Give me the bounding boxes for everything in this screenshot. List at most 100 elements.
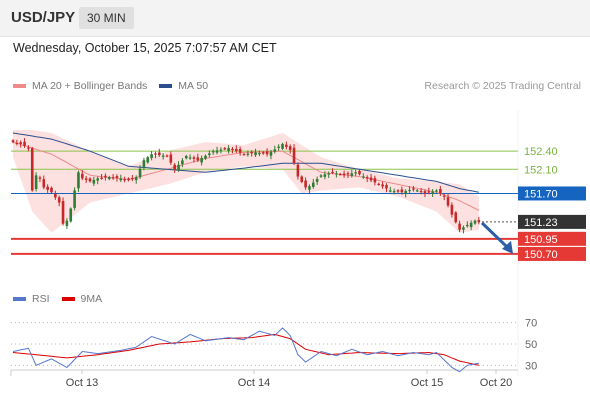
candle-body [396, 190, 400, 192]
candle-body [92, 179, 96, 184]
candle-body [150, 154, 153, 158]
candle-body [211, 151, 215, 153]
forecast-arrow-icon [480, 221, 509, 249]
legend-label-rsi: RSI [32, 293, 50, 305]
ma20-line [12, 141, 480, 211]
level-label-150.95: 150.95 [524, 234, 558, 246]
rsi-legend: RSI 9MA [13, 293, 114, 305]
level-label-150.70: 150.70 [524, 249, 558, 261]
x-tick-label: Oct 20 [480, 377, 512, 389]
rsi-ma-line [12, 333, 480, 366]
candle-body [154, 153, 157, 155]
candle-body [123, 179, 126, 181]
candle-body [346, 173, 350, 175]
ma50-line [12, 132, 480, 193]
candle-body [142, 160, 146, 168]
level-label-151.23: 151.23 [524, 217, 558, 229]
candle-body [223, 148, 227, 150]
candle-body [100, 177, 103, 179]
candle-body [462, 227, 465, 230]
candle-body [131, 178, 134, 180]
candle-body [300, 176, 304, 182]
timeframe-button[interactable]: 30 MIN [79, 7, 134, 29]
candle-body [30, 148, 34, 191]
level-tag-current [518, 214, 586, 229]
candle-body [435, 190, 438, 192]
source-credit: Research © 2025 Trading Central [424, 80, 581, 92]
level-label-151.70: 151.70 [524, 188, 558, 200]
candle-body [107, 177, 111, 180]
candle-body [57, 197, 61, 203]
legend-item-rsi: RSI [13, 293, 50, 305]
candle-body [308, 186, 311, 190]
candle-body [196, 157, 200, 161]
candle-body [439, 189, 442, 194]
candle-body [77, 172, 80, 189]
candle-body [34, 175, 38, 190]
candle-body [169, 154, 173, 163]
candle-body [273, 149, 277, 152]
candle-body [385, 184, 388, 189]
candle-body [338, 174, 342, 176]
candle-body [296, 164, 300, 177]
candle-body [446, 197, 450, 206]
candle-body [427, 191, 431, 193]
candle-body [46, 186, 49, 190]
rsi-line [12, 327, 479, 373]
candle-body [285, 144, 288, 147]
rsi-swatch-icon [13, 297, 26, 301]
candle-body [335, 173, 338, 175]
candle-body [242, 154, 246, 156]
candle-body [477, 219, 481, 222]
candle-body [96, 178, 99, 181]
candle-body [342, 173, 346, 176]
candle-body [458, 223, 461, 230]
candle-body [327, 173, 330, 175]
candle-body [246, 153, 250, 155]
candle-body [231, 148, 234, 151]
candle-body [200, 157, 203, 163]
candle-body [115, 176, 119, 178]
candle-body [177, 164, 180, 171]
candle-body [158, 152, 161, 156]
candle-body [215, 150, 219, 153]
level-label-152.10: 152.10 [524, 164, 558, 176]
candle-body [404, 191, 407, 194]
candle-body [81, 173, 84, 179]
candle-body [181, 160, 184, 165]
candle-body [23, 141, 26, 147]
candle-body [146, 157, 150, 163]
level-tag-support [518, 246, 586, 261]
candle-body [19, 142, 22, 144]
candle-body [265, 151, 269, 155]
x-tick-label: Oct 14 [238, 377, 270, 389]
candle-body [127, 178, 130, 181]
main-legend: MA 20 + Bollinger Bands MA 50 [13, 80, 220, 92]
level-label-152.40: 152.40 [524, 146, 558, 158]
candle-body [277, 146, 280, 148]
candle-body [408, 189, 411, 192]
candle-body [365, 177, 369, 179]
candle-body [419, 190, 423, 193]
candle-body [304, 180, 307, 188]
legend-label-ma50: MA 50 [178, 80, 209, 92]
candle-body [319, 175, 323, 177]
candle-body [84, 178, 88, 180]
legend-item-ma20: MA 20 + Bollinger Bands [13, 80, 147, 92]
candle-body [227, 148, 230, 152]
candle-body [42, 179, 46, 188]
candle-body [69, 208, 73, 222]
candle-body [184, 155, 188, 159]
legend-item-ma50: MA 50 [159, 80, 208, 92]
candle-body [219, 149, 223, 151]
candle-body [373, 178, 377, 183]
level-tag-support [518, 231, 586, 246]
ma20-swatch-icon [13, 84, 26, 88]
candle-body [381, 184, 384, 187]
candle-body [165, 155, 169, 157]
candle-body [362, 176, 365, 178]
rsi-tick-label: 30 [525, 360, 537, 372]
candle-body [65, 220, 69, 226]
